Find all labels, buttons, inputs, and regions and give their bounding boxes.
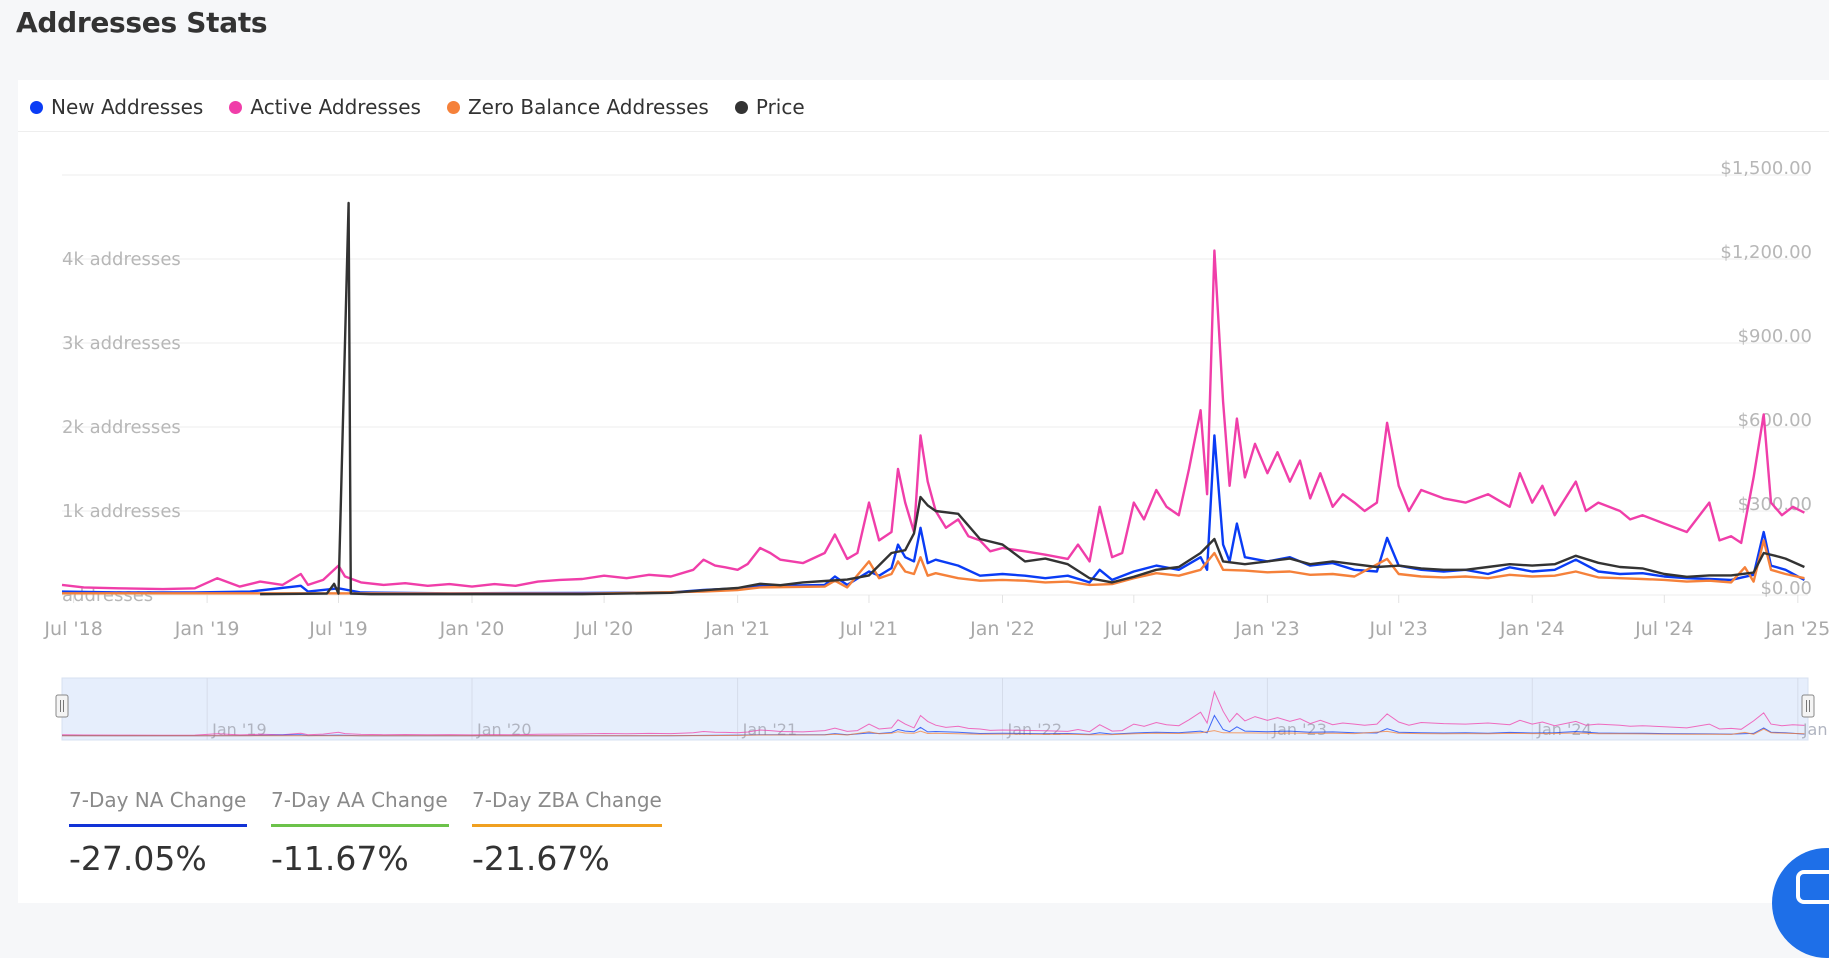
- y-right-tick-label: $1,500.00: [1720, 158, 1812, 179]
- legend-marker-zero-balance-addresses: [446, 100, 460, 114]
- chart-legend: New Addresses Active Addresses Zero Bala…: [30, 92, 805, 122]
- navigator-series-active-addresses: [61, 690, 1805, 736]
- legend-marker-new-addresses: [30, 100, 43, 114]
- x-tick-label: Jul '18: [43, 618, 102, 640]
- x-tick-label: Jul '19: [308, 618, 367, 640]
- stat-na-change: 7-Day NA Change -27.05%: [69, 788, 247, 878]
- series-line-new-addresses[interactable]: [61, 434, 1805, 595]
- navigator-handle-left[interactable]: [55, 694, 69, 718]
- series-line-active-addresses[interactable]: [61, 249, 1805, 591]
- chat-icon: [1796, 870, 1829, 904]
- y-right-tick-label: $600.00: [1738, 410, 1812, 431]
- legend-item-zero-balance-addresses[interactable]: Zero Balance Addresses: [446, 95, 709, 119]
- series-lines: [61, 201, 1805, 596]
- y-right-tick-label: $300.00: [1738, 494, 1812, 515]
- navigator-series-zero-balance-addresses: [62, 728, 1805, 737]
- axis-labels: $0.00 $300.00 $600.00 $900.00 $1,200.00 $1,50…: [43, 158, 1829, 640]
- legend-label-active-addresses: Active Addresses: [250, 95, 421, 119]
- y-left-tick-label: 3k addresses: [62, 333, 181, 354]
- y-left-tick-label: addresses: [62, 585, 153, 606]
- range-navigator[interactable]: Jan '19 Jan '20 Jan '21 Jan '22 Jan '23 Jan '…: [55, 677, 1829, 741]
- legend-item-new-addresses[interactable]: New Addresses: [30, 95, 203, 119]
- x-tick-label: Jan '21: [704, 618, 770, 640]
- y-left-tick-label: 1k addresses: [62, 501, 181, 522]
- x-tick-label: Jan '19: [174, 618, 240, 640]
- stat-aa-change-title: 7-Day AA Change: [271, 788, 448, 812]
- legend-label-new-addresses: New Addresses: [51, 95, 204, 119]
- legend-label-zero-balance-addresses: Zero Balance Addresses: [467, 95, 709, 119]
- series-line-zero-balance-addresses[interactable]: [62, 539, 1805, 595]
- legend-divider: [18, 131, 1829, 132]
- x-tick-label: Jul '24: [1634, 618, 1693, 640]
- stat-na-change-value: -27.05%: [69, 839, 207, 878]
- x-tick-label: Jan '25: [1764, 618, 1829, 640]
- navigator-label: Jan '25: [1802, 720, 1829, 739]
- navigator-handle-right[interactable]: [1801, 694, 1815, 718]
- legend-label-price: Price: [755, 95, 805, 119]
- y-left-tick-label: 4k addresses: [62, 249, 181, 270]
- x-tick-label: Jul '22: [1104, 618, 1163, 640]
- legend-marker-active-addresses: [229, 100, 243, 114]
- grid-lines: [62, 174, 1808, 603]
- x-tick-label: Jan '20: [439, 618, 505, 640]
- y-right-tick-label: $900.00: [1738, 326, 1812, 347]
- x-tick-label: Jan '22: [969, 618, 1035, 640]
- navigator-series: [61, 690, 1805, 737]
- stat-zba-change-title: 7-Day ZBA Change: [472, 788, 662, 812]
- stat-aa-change: 7-Day AA Change -11.67%: [271, 788, 449, 878]
- x-tick-label: Jan '23: [1234, 618, 1300, 640]
- stat-na-change-title: 7-Day NA Change: [69, 788, 247, 812]
- navigator-label: Jan '23: [1271, 720, 1327, 739]
- addresses-chart[interactable]: $0.00 $300.00 $600.00 $900.00 $1,200.00 $1,50…: [0, 0, 1829, 760]
- series-line-price[interactable]: [260, 201, 1805, 596]
- y-right-tick-label: $0.00: [1760, 578, 1812, 599]
- y-left-tick-label: 2k addresses: [62, 417, 181, 438]
- stat-zba-change: 7-Day ZBA Change -21.67%: [472, 788, 662, 878]
- navigator-label: Jan '21: [742, 720, 798, 739]
- stat-aa-change-underline: [271, 824, 449, 827]
- navigator-selected-range[interactable]: [61, 677, 1809, 741]
- legend-item-active-addresses[interactable]: Active Addresses: [229, 95, 421, 119]
- stat-na-change-underline: [69, 824, 247, 827]
- legend-item-price[interactable]: Price: [734, 95, 805, 119]
- x-tick-label: Jul '21: [839, 618, 898, 640]
- stat-zba-change-value: -21.67%: [472, 839, 610, 878]
- x-tick-label: Jul '23: [1369, 618, 1428, 640]
- y-right-tick-label: $1,200.00: [1720, 242, 1812, 263]
- page-title: Addresses Stats: [16, 6, 268, 39]
- x-tick-label: Jan '24: [1499, 618, 1565, 640]
- navigator-label: Jan '22: [1006, 720, 1062, 739]
- legend-marker-price: [734, 100, 748, 114]
- x-tick-label: Jul '20: [574, 618, 633, 640]
- stat-zba-change-underline: [472, 824, 662, 827]
- navigator-handles[interactable]: [55, 694, 1815, 718]
- stat-aa-change-value: -11.67%: [271, 839, 409, 878]
